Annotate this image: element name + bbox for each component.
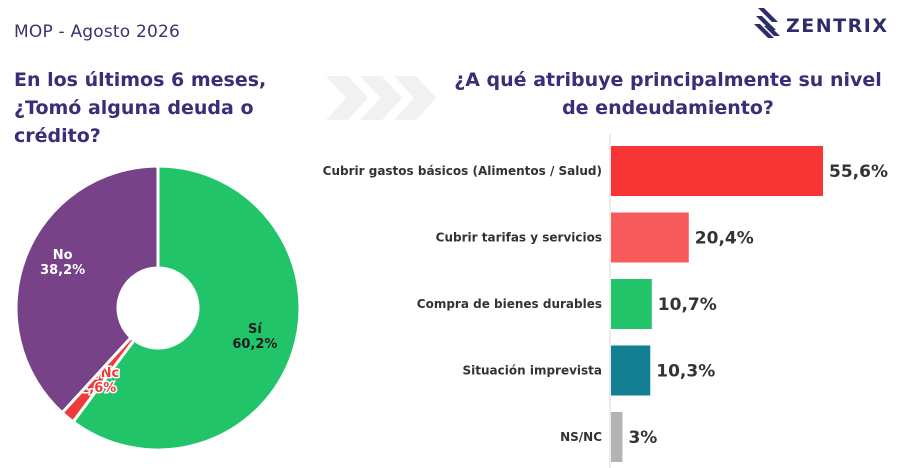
bar-category-label: NS/NC <box>560 430 602 444</box>
pie-label: Sí <box>248 322 263 337</box>
bar-value-label: 3% <box>628 428 657 448</box>
bar-value-label: 10,3% <box>656 362 715 382</box>
logo-text: ZENTRIX <box>786 15 889 37</box>
bar-category-label: Situación imprevista <box>463 364 603 378</box>
bar-value-label: 20,4% <box>695 229 754 249</box>
left-question-title: En los últimos 6 meses, ¿Tomó alguna deu… <box>14 69 267 147</box>
bar-4 <box>611 345 651 396</box>
pie-label: No <box>53 248 73 263</box>
bar-3 <box>611 279 652 329</box>
zentrix-logo-icon <box>754 8 780 38</box>
debt-reason-bar-chart: Cubrir gastos básicos (Alimentos / Salud… <box>323 134 888 468</box>
bar-category-label: Cubrir gastos básicos (Alimentos / Salud… <box>323 164 602 178</box>
pie-value-label: 38,2% <box>40 263 85 278</box>
bar-5 <box>611 412 623 462</box>
right-question-title: ¿A qué atribuye principalmente su nivel … <box>454 69 882 119</box>
bar-1 <box>611 146 823 196</box>
survey-subtitle: MOP - Agosto 2026 <box>14 22 181 42</box>
chevrons-right-icon <box>326 76 436 120</box>
bar-value-label: 55,6% <box>829 162 888 182</box>
pie-value-label: 60,2% <box>232 337 277 352</box>
bar-2 <box>611 212 689 263</box>
pie-slice-1 <box>70 164 302 452</box>
bar-category-label: Compra de bienes durables <box>417 297 602 311</box>
pie-slice-3 <box>14 164 160 415</box>
bar-category-label: Cubrir tarifas y servicios <box>436 231 602 245</box>
bar-value-label: 10,7% <box>658 295 717 315</box>
brand-logo: ZENTRIX <box>752 6 892 46</box>
